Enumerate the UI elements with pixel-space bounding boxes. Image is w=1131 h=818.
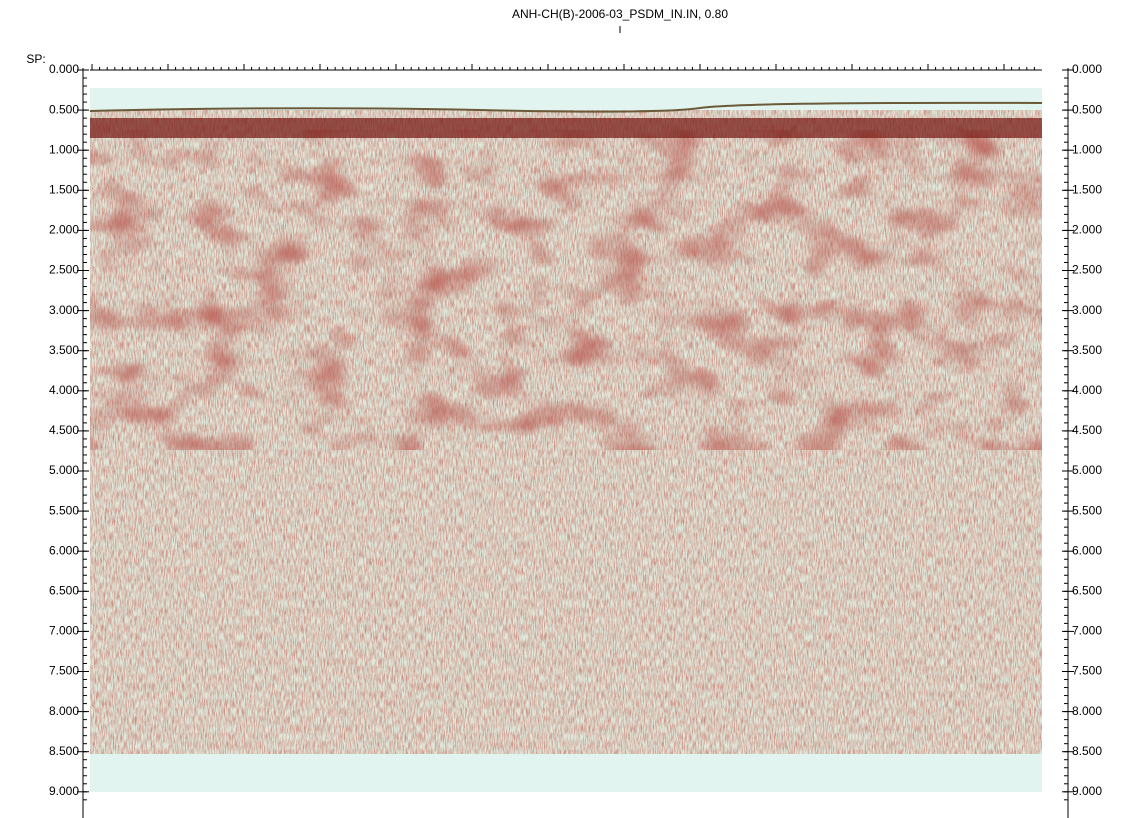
right-tick-label: 1.000 (1072, 142, 1102, 156)
right-tick-label: 9.000 (1072, 784, 1102, 798)
right-tick-label: 8.500 (1072, 744, 1102, 758)
right-tick-label: 7.000 (1072, 624, 1102, 638)
left-tick-label: 3.500 (49, 343, 79, 357)
section-events (90, 130, 1042, 450)
left-tick-label: 6.000 (49, 543, 79, 557)
left-tick-label: 1.500 (49, 182, 79, 196)
left-tick-label: 6.500 (49, 583, 79, 597)
seafloor-line (89, 101, 1043, 113)
right-tick-label: 6.500 (1072, 583, 1102, 597)
right-tick-label: 3.500 (1072, 343, 1102, 357)
right-tick-label: 1.500 (1072, 182, 1102, 196)
left-tick-label: 8.000 (49, 704, 79, 718)
right-tick-label: 3.000 (1072, 303, 1102, 317)
left-tick-label: 2.000 (49, 223, 79, 237)
left-tick-label: 5.500 (49, 503, 79, 517)
left-tick-label: 4.500 (49, 423, 79, 437)
left-tick-label: 1.000 (49, 142, 79, 156)
left-tick-label: 5.000 (49, 463, 79, 477)
left-tick-label: 8.500 (49, 744, 79, 758)
right-tick-label: 0.000 (1072, 62, 1102, 76)
left-tick-label: 7.000 (49, 624, 79, 638)
right-tick-label: 8.000 (1072, 704, 1102, 718)
left-tick-label: 0.500 (49, 102, 79, 116)
section-bottom (90, 754, 1042, 792)
right-tick-label: 2.000 (1072, 223, 1102, 237)
right-tick-label: 5.000 (1072, 463, 1102, 477)
right-tick-label: 5.500 (1072, 503, 1102, 517)
left-tick-label: 7.500 (49, 664, 79, 678)
seafloor-band (90, 118, 1042, 138)
section-title: ANH-CH(B)-2006-03_PSDM_IN.IN, 0.80 (512, 7, 728, 21)
left-tick-label: 2.500 (49, 263, 79, 277)
right-tick-label: 7.500 (1072, 664, 1102, 678)
right-tick-label: 0.500 (1072, 102, 1102, 116)
right-tick-label: 6.000 (1072, 543, 1102, 557)
left-tick-label: 4.000 (49, 383, 79, 397)
right-tick-label: 4.000 (1072, 383, 1102, 397)
axis-label: SP: (26, 52, 45, 66)
tick-layer: 0.000 0.500 1.000 1.500 2.000 2.500 3.000 3.500… (49, 62, 1102, 801)
left-tick-label: 0.000 (49, 62, 79, 76)
left-tick-label: 9.000 (49, 784, 79, 798)
right-tick-label: 4.500 (1072, 423, 1102, 437)
left-tick-label: 3.000 (49, 303, 79, 317)
right-tick-label: 2.500 (1072, 263, 1102, 277)
